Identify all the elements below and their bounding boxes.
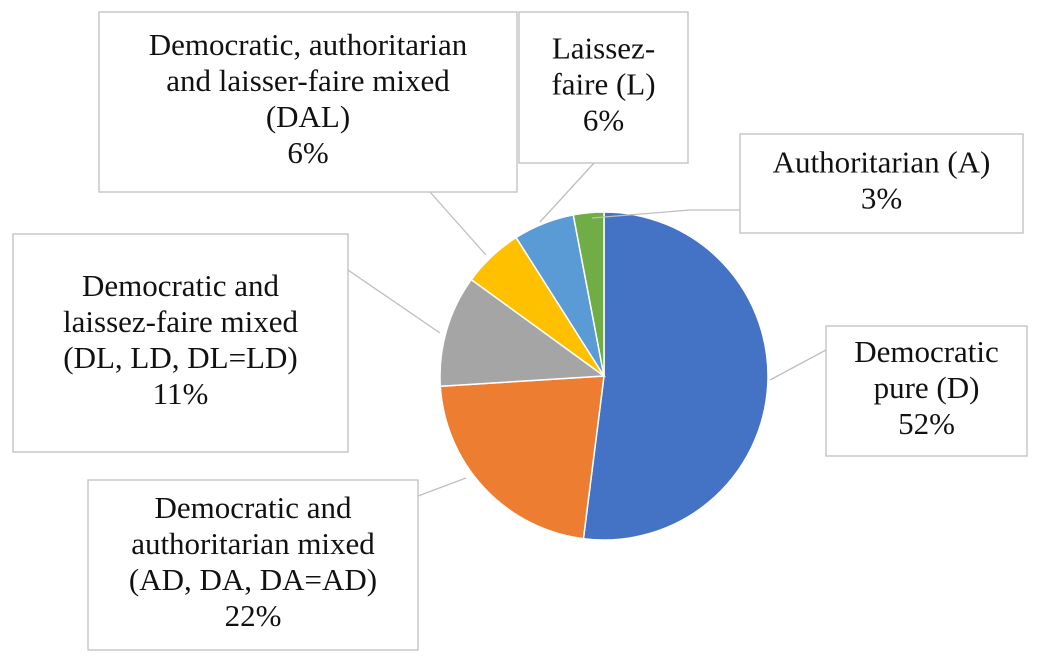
pie-slice-ad: [439, 375, 605, 540]
pie-slices: [439, 211, 769, 541]
callout-l: Laissez-faire (L) 6%: [518, 11, 689, 223]
leader-line-ad: [417, 477, 467, 497]
slice-label-ad: Democratic and authoritarian mixed (AD, DA…: [129, 490, 377, 633]
slice-name-line: and laisser-faire mixed: [166, 63, 450, 98]
callout-box-dl: [12, 233, 349, 453]
slice-value-label: 22%: [225, 598, 282, 633]
slice-value-label: 52%: [898, 406, 955, 441]
slice-value-label: 6%: [287, 135, 328, 170]
slice-name-line: (AD, DA, DA=AD): [129, 562, 377, 597]
slice-label-dal: Democratic, authoritarian and laisser-fai…: [149, 27, 468, 170]
callout-box-a: [739, 133, 1024, 234]
callout-dal: Democratic, authoritarian and laisser-fai…: [98, 11, 518, 256]
slice-name-line: authoritarian mixed: [131, 526, 375, 561]
slice-name-line: Democratic, authoritarian: [149, 27, 468, 62]
slice-name-line: Authoritarian (A): [773, 145, 991, 180]
leader-line-a: [591, 209, 740, 219]
leader-line-d: [769, 349, 827, 381]
slice-name-line: faire (L): [551, 67, 655, 102]
callout-d: Democratic pure (D) 52%: [769, 325, 1028, 457]
callout-box-ad: [87, 479, 419, 651]
slice-value-label: 6%: [583, 103, 624, 138]
slice-name-line: Democratic and: [82, 268, 280, 303]
leader-line-dl: [347, 269, 441, 334]
slice-name-line: pure (D): [874, 370, 980, 405]
callout-ad: Democratic and authoritarian mixed (AD, DA…: [87, 477, 467, 651]
slice-label-a: Authoritarian (A) 3%: [773, 145, 991, 216]
slice-name-line: Democratic and: [154, 490, 352, 525]
slice-value-label: 11%: [153, 376, 209, 411]
callout-box-d: [825, 325, 1028, 457]
slice-label-dl: Democratic and laissez-faire mixed (DL, LD…: [63, 268, 298, 411]
slice-label-l: Laissez-faire (L) 6%: [551, 31, 655, 138]
pie-slice-dl: [439, 278, 607, 388]
slice-name-line: laissez-faire mixed: [63, 304, 298, 339]
slice-label-d: Democratic pure (D) 52%: [854, 334, 999, 441]
slice-name-line: (DAL): [266, 99, 350, 134]
slice-callouts: Democratic pure (D) 52%Democratic and autho…: [12, 11, 1028, 651]
slice-name-line: Democratic: [854, 334, 999, 369]
callout-box-dal: [98, 11, 518, 193]
pie-slice-a: [572, 211, 605, 377]
pie-slice-d: [582, 211, 769, 541]
slice-name-line: Laissez-: [552, 31, 655, 66]
leader-line-dal: [429, 191, 487, 256]
callout-a: Authoritarian (A) 3%: [591, 133, 1024, 234]
callout-dl: Democratic and laissez-faire mixed (DL, LD…: [12, 233, 441, 453]
leader-line-l: [539, 162, 595, 223]
slice-value-label: 3%: [861, 181, 902, 216]
slice-name-line: (DL, LD, DL=LD): [63, 340, 297, 375]
callout-box-l: [518, 11, 689, 164]
